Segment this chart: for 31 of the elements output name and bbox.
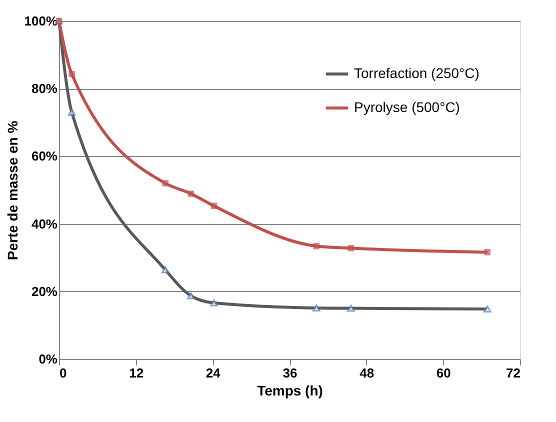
y-tick-label: 60% [31, 148, 58, 164]
x-tick-label: 72 [506, 366, 520, 380]
point [68, 108, 76, 116]
y-tick-label: 0% [38, 352, 58, 366]
legend-label: Pyrolyse (500°C) [354, 99, 460, 115]
x-tick-label: 0 [60, 366, 67, 380]
x-tick-label: 60 [436, 366, 451, 380]
y-tick-label: 100% [24, 14, 58, 28]
x-tick-label: 48 [360, 366, 374, 380]
point [161, 266, 170, 274]
point [347, 304, 355, 312]
y-tick-label: 20% [31, 284, 58, 299]
point [313, 242, 320, 250]
point [186, 292, 195, 300]
legend-label: Torrefaction (250°C) [354, 65, 480, 81]
x-tick-label: 12 [129, 366, 144, 380]
point [210, 299, 218, 306]
x-tick-label: 24 [206, 366, 222, 380]
x-axis-title: Temps (h) [257, 382, 323, 398]
point [210, 202, 218, 210]
y-axis-title: Perte de masse en % [4, 120, 20, 260]
y-tick-label: 80% [31, 81, 58, 96]
point [188, 190, 194, 197]
point [483, 305, 492, 312]
point [162, 180, 168, 186]
point [484, 249, 491, 256]
x-tick-label: 36 [282, 366, 298, 380]
point [348, 244, 354, 252]
y-tick-label: 40% [31, 216, 58, 232]
point [312, 304, 320, 312]
point [68, 70, 75, 78]
